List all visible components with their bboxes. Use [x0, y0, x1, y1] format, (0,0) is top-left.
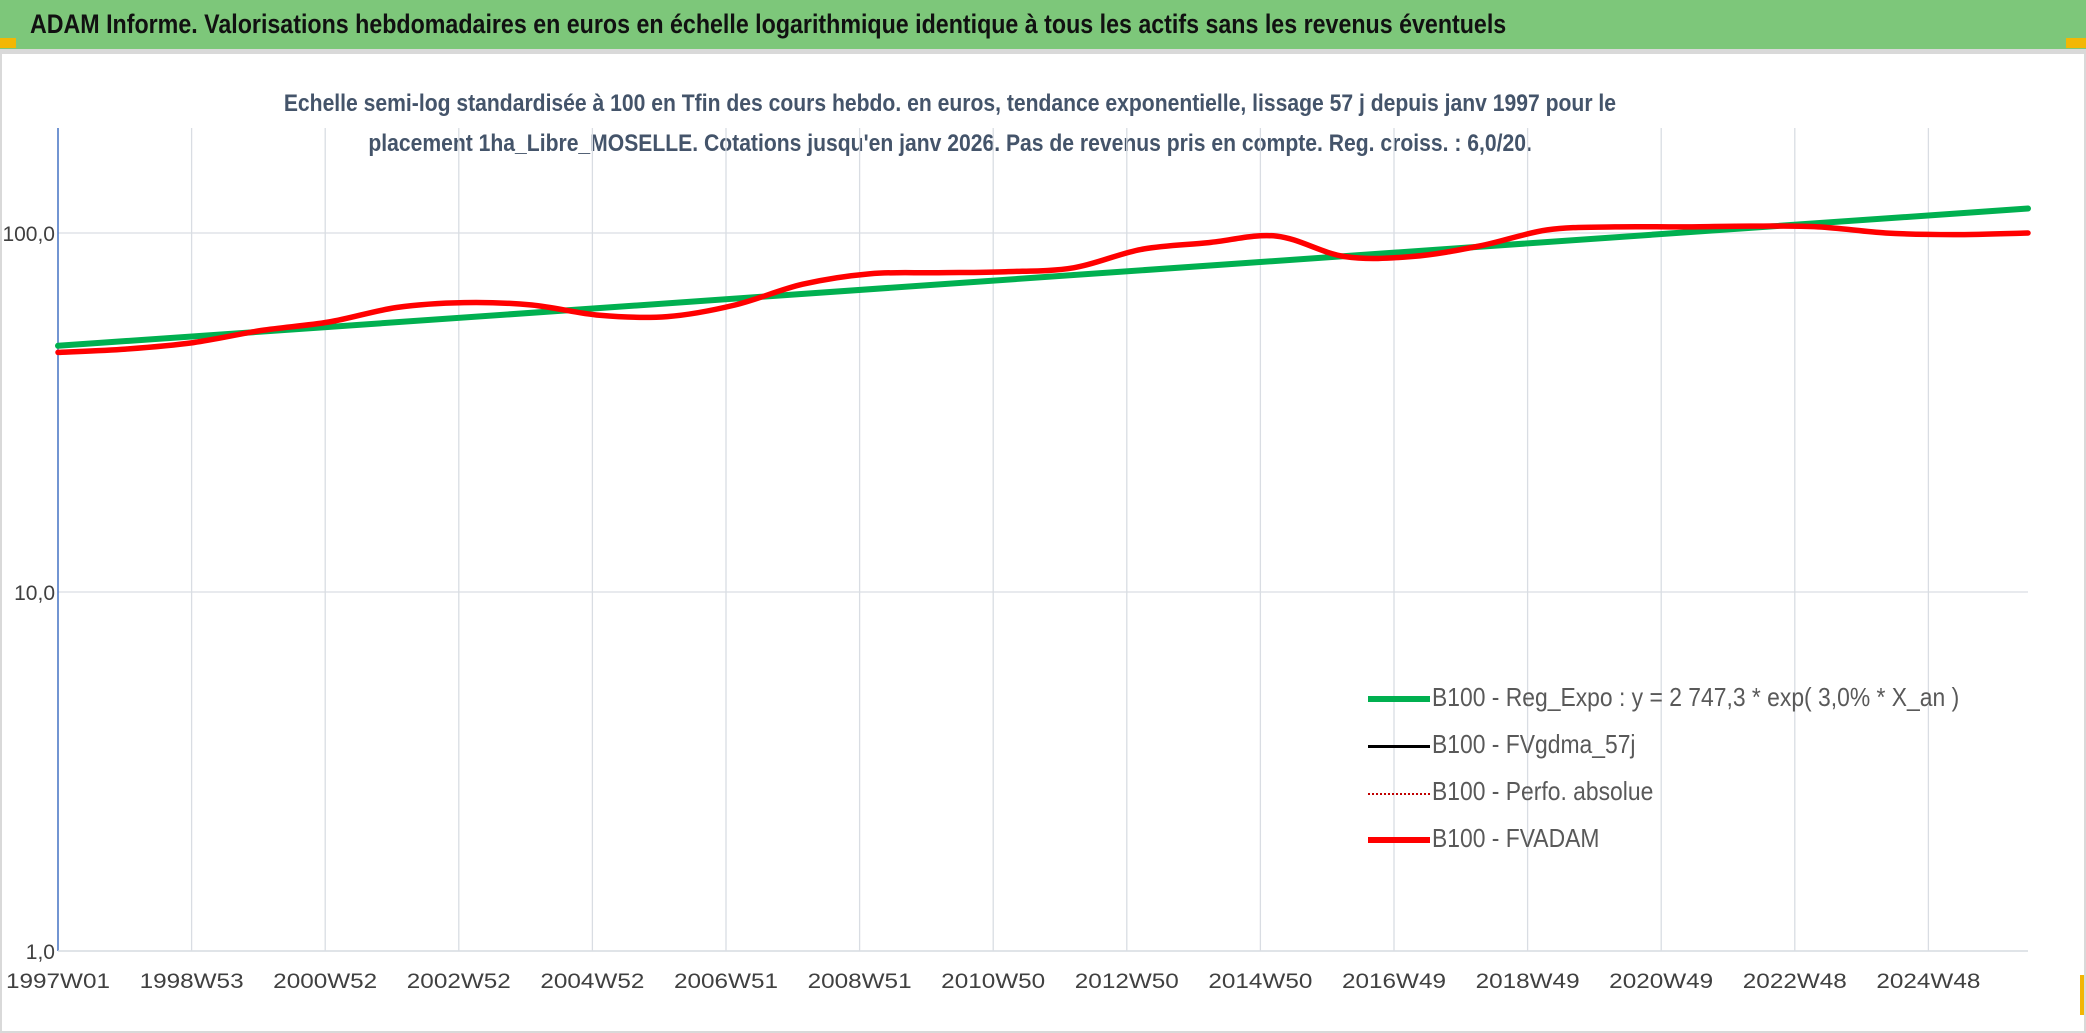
chart-title-line-1-text: Echelle semi-log standardisée à 100 en T… — [283, 90, 1617, 117]
y-tick-label: 1,0 — [26, 941, 55, 964]
legend-swatch-trend — [1368, 696, 1430, 702]
legend-label-fvadam: B100 - FVADAM — [1432, 823, 1600, 853]
x-tick-label: 1998W53 — [140, 970, 244, 993]
legend-swatch-fvadam — [1368, 837, 1430, 843]
report-header: ADAM Informe. Valorisations hebdomadaire… — [0, 0, 2086, 52]
legend-label-trend: B100 - Reg_Expo : y = 2 747,3 * exp( 3,0… — [1432, 682, 1960, 712]
legend-item-fvgdma: B100 - FVgdma_57j — [1368, 727, 2068, 767]
legend-label-fvgdma: B100 - FVgdma_57j — [1432, 729, 1636, 759]
x-axis: 1997W01 1998W53 2000W52 2002W52 2004W52 2006W… — [6, 950, 2028, 993]
x-tick-label: 2006W51 — [674, 970, 778, 993]
corner-marker-top-left — [0, 38, 16, 48]
legend-item-perfo: B100 - Perfo. absolue — [1368, 774, 2068, 814]
chart-title-line-2: placement 1ha_Libre_MOSELLE. Cotations j… — [100, 130, 1800, 158]
x-tick-label: 2024W48 — [1876, 970, 1980, 993]
chart-title-line-2-text: placement 1ha_Libre_MOSELLE. Cotations j… — [368, 130, 1532, 157]
x-tick-label: 2008W51 — [808, 970, 912, 993]
legend-item-fvadam: B100 - FVADAM — [1368, 821, 2068, 861]
x-tick-label: 2004W52 — [540, 970, 644, 993]
corner-marker-bottom-right — [2080, 975, 2086, 1015]
x-tick-label: 2020W49 — [1609, 970, 1713, 993]
y-axis: 1,0 10,0 100,0 — [2, 128, 59, 964]
x-tick-label: 2010W50 — [941, 970, 1045, 993]
x-tick-label: 2018W49 — [1476, 970, 1580, 993]
legend-item-trend: B100 - Reg_Expo : y = 2 747,3 * exp( 3,0… — [1368, 680, 2068, 720]
series-line-fvadam — [55, 223, 2031, 356]
y-tick-label: 100,0 — [2, 223, 55, 246]
x-tick-label: 2014W50 — [1208, 970, 1312, 993]
legend-swatch-fvgdma — [1368, 745, 1430, 748]
legend-swatch-perfo — [1368, 793, 1430, 795]
y-tick-label: 10,0 — [14, 582, 55, 605]
chart-title-line-1: Echelle semi-log standardisée à 100 en T… — [100, 90, 1800, 118]
x-tick-label: 2022W48 — [1743, 970, 1847, 993]
x-tick-label: 2000W52 — [273, 970, 377, 993]
x-tick-label: 2002W52 — [407, 970, 511, 993]
series-line-trend — [55, 205, 2031, 349]
x-tick-label: 1997W01 — [6, 970, 110, 993]
legend-label-perfo: B100 - Perfo. absolue — [1432, 776, 1654, 806]
series-lines — [55, 205, 2031, 356]
x-tick-label: 2016W49 — [1342, 970, 1446, 993]
x-tick-label: 2012W50 — [1075, 970, 1179, 993]
corner-marker-top-right — [2066, 38, 2086, 48]
report-title: ADAM Informe. Valorisations hebdomadaire… — [30, 9, 1507, 39]
